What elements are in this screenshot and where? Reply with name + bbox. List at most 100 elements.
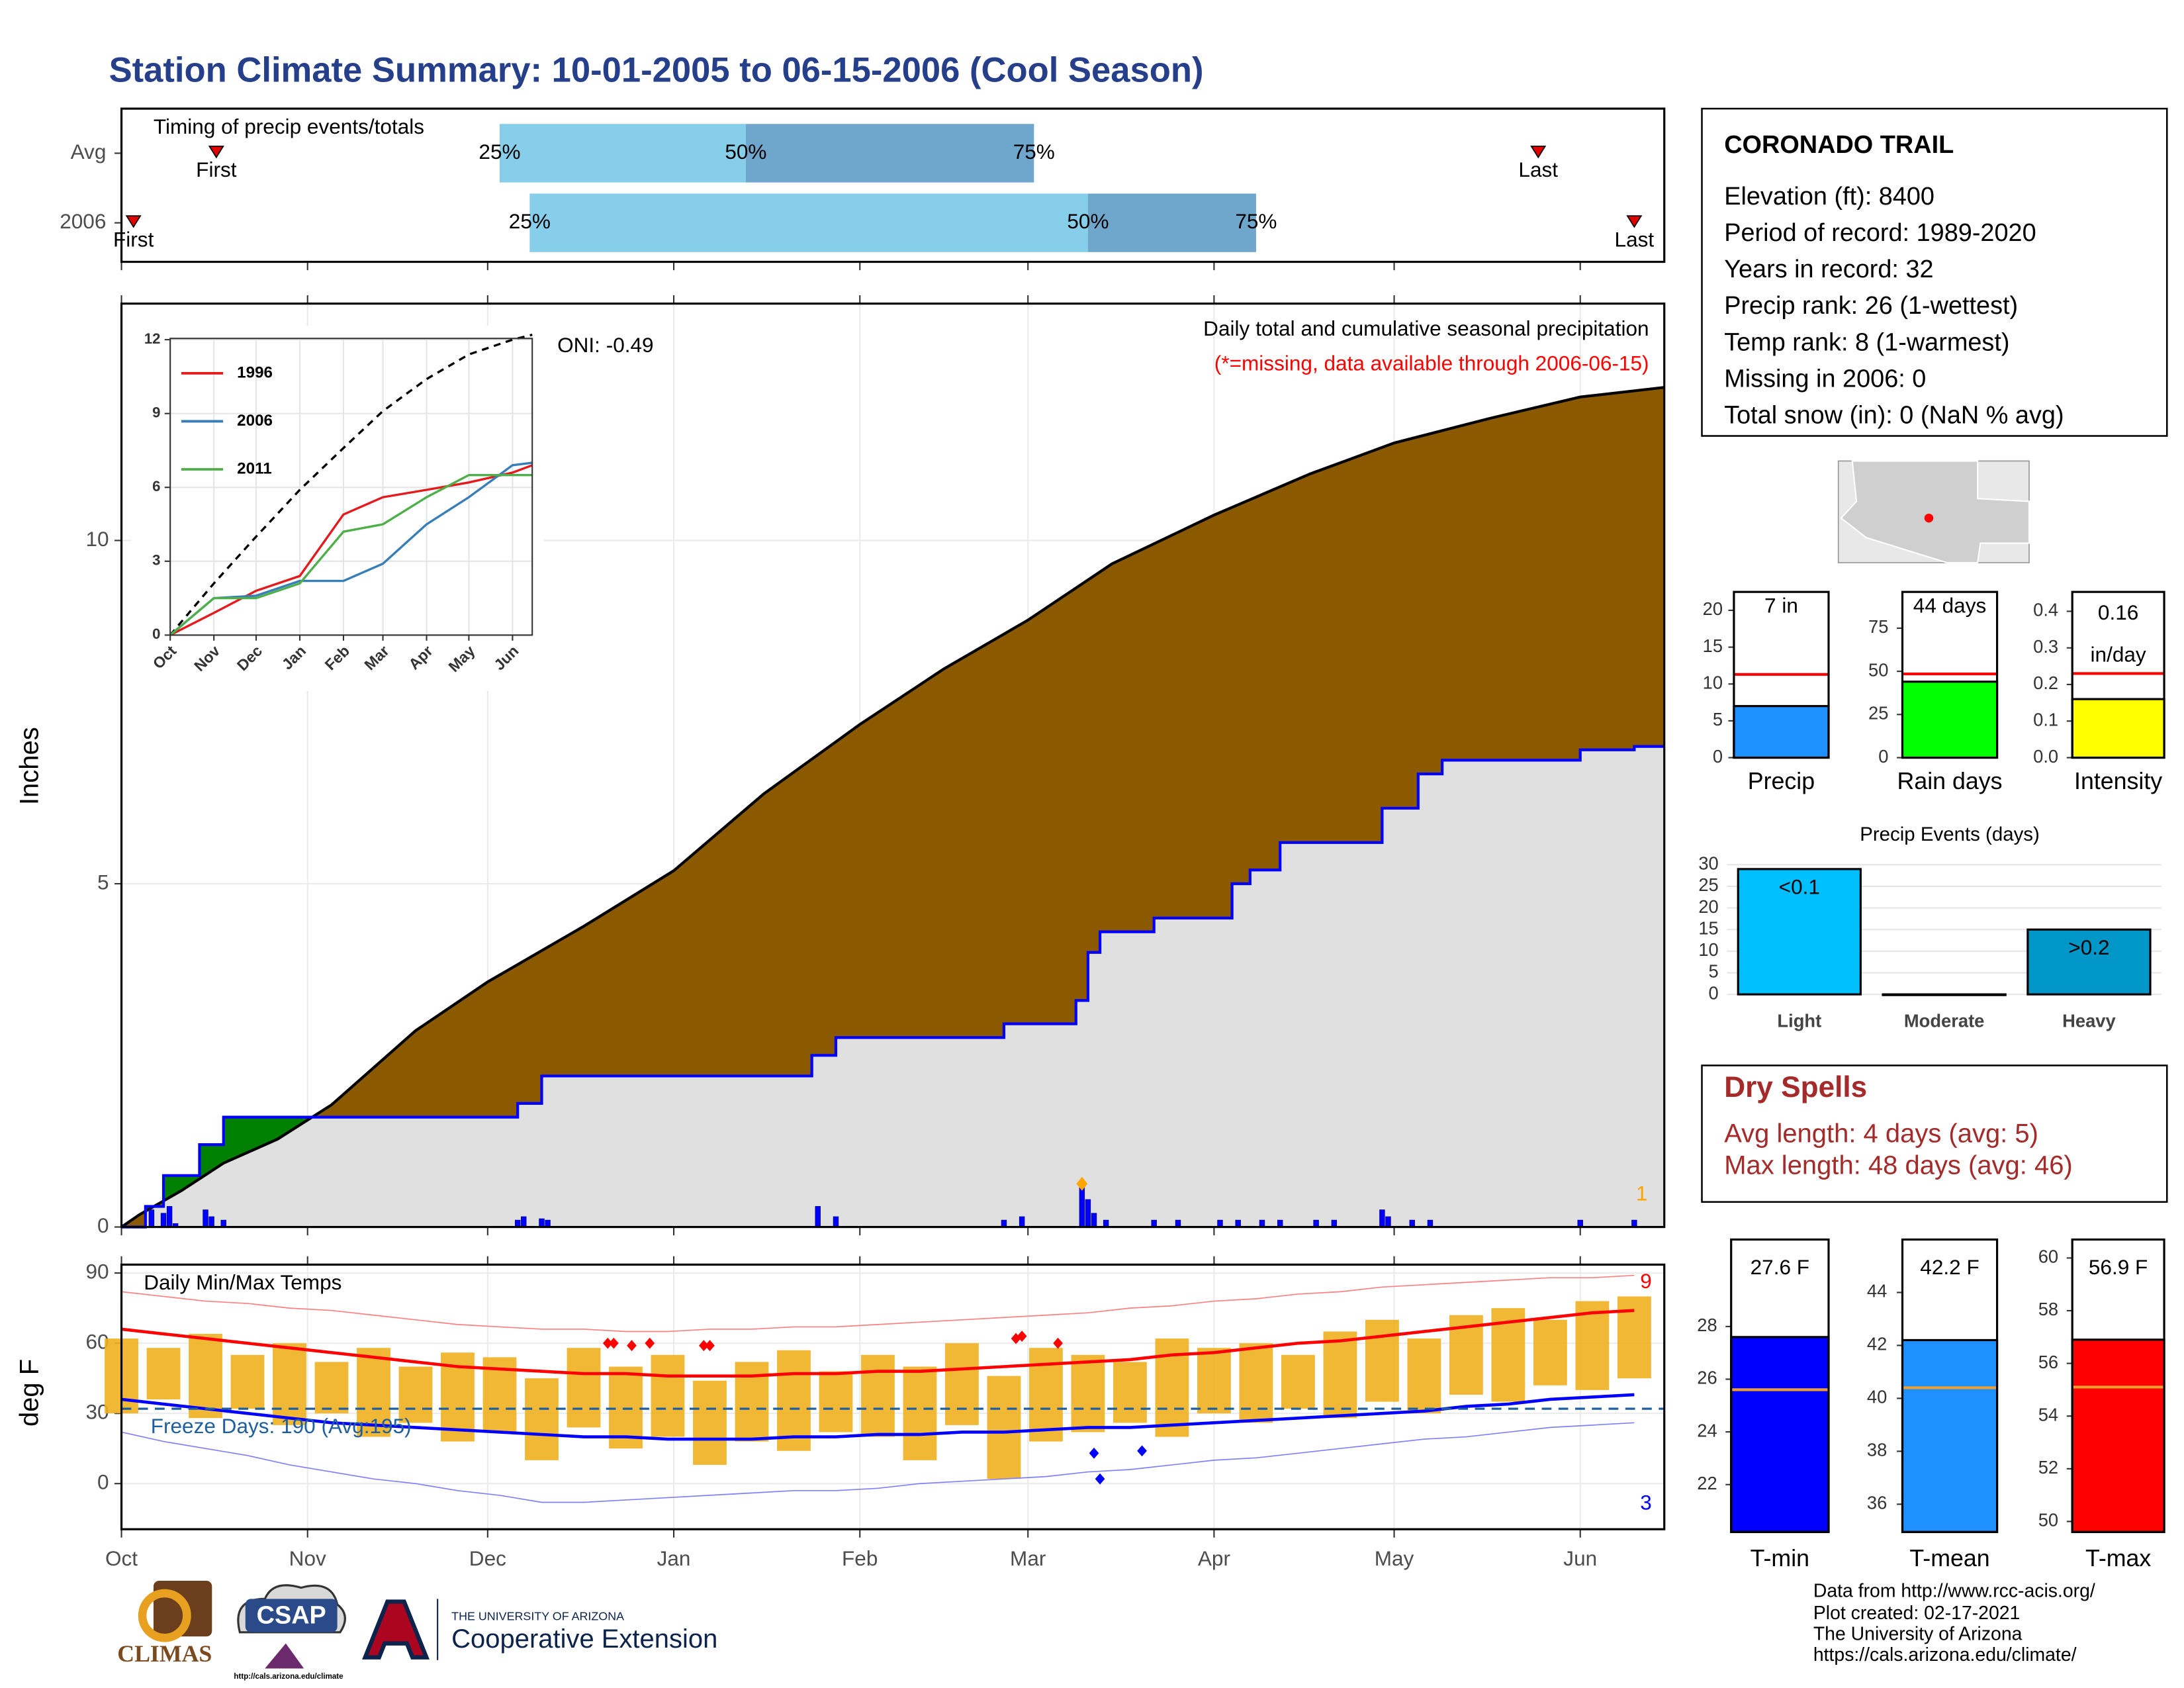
footer-line: The University of Arizona (1813, 1624, 2023, 1645)
daily-precip-bar (833, 1216, 839, 1228)
daily-temp-range (1617, 1296, 1651, 1379)
y-tick-label: 20 (1703, 598, 1723, 619)
csap-mountain (265, 1643, 304, 1669)
panel-title: Daily total and cumulative seasonal prec… (1203, 316, 1649, 340)
quantile-label: 50% (1067, 209, 1109, 233)
daily-temp-range (945, 1343, 979, 1425)
y-tick-label: 0 (1878, 746, 1888, 767)
daily-temp-range (777, 1350, 811, 1451)
daily-temp-range (651, 1354, 685, 1437)
daily-temp-range (1281, 1354, 1315, 1409)
category-label: T-mean (1909, 1545, 1989, 1571)
y-tick-label: 40 (1867, 1387, 1887, 1407)
y-tick-label: 0 (97, 1213, 109, 1237)
daily-temp-range (314, 1362, 349, 1414)
x-tick-label: Apr (1198, 1546, 1230, 1570)
y-tick-label: 0.2 (2033, 673, 2058, 693)
avg-min-line (121, 1393, 1635, 1441)
inset-background (131, 326, 544, 691)
daily-temp-range (1239, 1343, 1273, 1423)
temp-title: Daily Min/Max Temps (144, 1270, 341, 1294)
mini-frame (2071, 590, 2165, 759)
temp-frame (120, 1263, 1666, 1530)
quantile-label: 75% (1235, 209, 1277, 233)
record-marker (705, 1340, 715, 1352)
event-marker (1626, 215, 1643, 228)
value-label: 42.2 F (1920, 1255, 1979, 1279)
daily-precip-bar (539, 1218, 545, 1228)
station-line: Elevation (ft): 8400 (1724, 183, 1934, 211)
daily-temp-range (861, 1354, 895, 1437)
y-tick-label: 90 (86, 1259, 109, 1283)
event-marker (125, 215, 142, 228)
y-tick-label: 10 (86, 527, 109, 551)
observed-area (121, 746, 1664, 1227)
y-tick-label: 75 (1868, 616, 1888, 637)
station-line: Missing in 2006: 0 (1724, 365, 1926, 393)
daily-precip-bar (521, 1216, 527, 1228)
footer-line: Data from http://www.rcc-acis.org/ (1813, 1580, 2095, 1601)
y-tick-label: 20 (1698, 896, 1718, 917)
record-min-line (121, 1422, 1635, 1503)
record-marker (699, 1340, 709, 1352)
y-tick-label: 28 (1697, 1315, 1717, 1335)
inset-series-line (169, 473, 533, 636)
category-label: Precip (1748, 768, 1815, 794)
footer-line: https://cals.arizona.edu/climate/ (1813, 1644, 2077, 1665)
map-state (1840, 460, 2030, 564)
timing-frame (120, 107, 1666, 263)
station-line: Period of record: 1989-2020 (1724, 219, 2036, 247)
cumulative-2006-line (121, 745, 1664, 1229)
climas-ring (138, 1589, 191, 1642)
timing-bar (1087, 193, 1256, 252)
oni-label: ONI: -0.49 (557, 333, 654, 357)
category-label: Moderate (1904, 1011, 1985, 1031)
legend-label: 2006 (237, 412, 273, 430)
timing-title: Timing of precip events/totals (154, 115, 424, 138)
mini-bar (2071, 698, 2165, 759)
y-tick-label: 50 (2038, 1510, 2058, 1530)
record-max-line (121, 1274, 1635, 1333)
daily-precip-bar (1019, 1216, 1025, 1228)
event-bar (1737, 868, 1862, 996)
daily-precip-bar (815, 1206, 821, 1228)
peak-marker (1076, 1176, 1088, 1191)
x-tick-label: Dec (469, 1546, 506, 1570)
daily-temp-range (230, 1354, 265, 1409)
y-tick-label: 25 (1698, 874, 1718, 895)
y-tick-label: 26 (1697, 1368, 1717, 1388)
y-tick-label: 15 (1703, 635, 1723, 656)
category-label: T-max (2085, 1545, 2151, 1571)
y-tick-label: 52 (2038, 1457, 2058, 1477)
daily-temp-range (1029, 1348, 1063, 1442)
x-tick-label: Nov (289, 1546, 326, 1570)
mini-frame (1901, 590, 1999, 759)
daily-temp-range (357, 1348, 390, 1437)
dry-spell-title: Dry Spells (1724, 1071, 1867, 1103)
daily-temp-range (1113, 1362, 1147, 1423)
footer-line: Plot created: 02-17-2021 (1813, 1603, 2021, 1624)
daily-precip-bar (1379, 1209, 1385, 1228)
quantile-label: 25% (509, 209, 551, 233)
daily-precip-bar (166, 1206, 173, 1228)
csap-url: http://cals.arizona.edu/climate (234, 1673, 343, 1681)
value-label: 7 in (1764, 594, 1798, 618)
y-tick-label: 5 (1713, 709, 1723, 729)
quantile-label: 25% (478, 140, 520, 164)
y-tick-label: 22 (1697, 1473, 1717, 1493)
university-name: THE UNIVERSITY OF ARIZONA (451, 1609, 624, 1622)
daily-precip-bar (1385, 1216, 1391, 1228)
y-axis-title: deg F (15, 1359, 44, 1427)
station-line: Total snow (in): 0 (NaN % avg) (1724, 402, 2064, 430)
station-line: Temp rank: 8 (1-warmest) (1724, 328, 2009, 356)
daily-precip-bar (208, 1216, 214, 1228)
quantile-label: 50% (725, 140, 766, 164)
daily-temp-range (903, 1366, 937, 1460)
climas-logo: CLIMAS (117, 1640, 212, 1667)
freeze-label: Freeze Days: 190 (Avg:195) (151, 1414, 412, 1438)
y-tick-label: 10 (1698, 939, 1718, 960)
category-label: Heavy (2062, 1011, 2116, 1031)
y-axis-title: Inches (15, 727, 44, 805)
dry-spell-line: Max length: 48 days (avg: 46) (1724, 1151, 2073, 1180)
